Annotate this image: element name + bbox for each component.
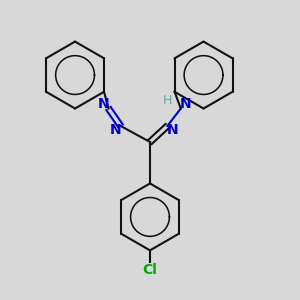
Text: N: N: [98, 98, 109, 112]
Text: H: H: [163, 94, 172, 107]
Text: N: N: [167, 123, 178, 137]
Text: N: N: [180, 98, 191, 112]
Text: N: N: [110, 123, 122, 137]
Text: Cl: Cl: [142, 263, 158, 278]
